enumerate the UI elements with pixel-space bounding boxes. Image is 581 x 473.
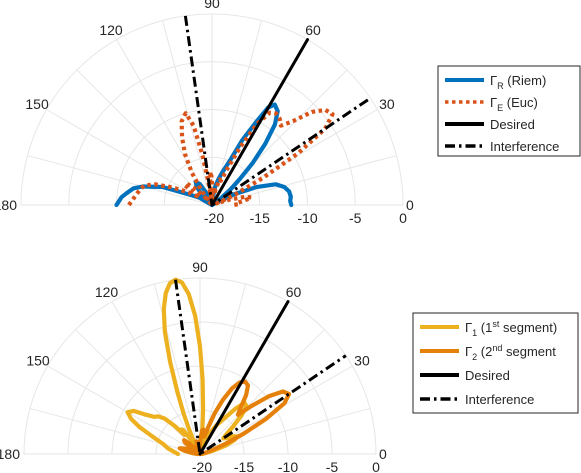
r-tick-label: -5 bbox=[349, 210, 362, 226]
grid-spoke bbox=[75, 329, 201, 455]
series-interference bbox=[174, 279, 347, 456]
legend-rest: Desired bbox=[490, 117, 535, 132]
legend-rest: Interference bbox=[490, 139, 559, 154]
series-desired bbox=[210, 38, 309, 207]
legend-base: Γ bbox=[465, 344, 472, 359]
legend-rest: Desired bbox=[465, 368, 510, 383]
grid-spoke bbox=[116, 39, 213, 206]
legend-entry: Γ2 (2nd segment bbox=[465, 343, 556, 362]
legend: Γ1 (1st segment)Γ2 (2nd segmentDesiredIn… bbox=[412, 312, 579, 414]
r-tick-label: 0 bbox=[372, 459, 380, 473]
legend-base: Γ bbox=[465, 320, 472, 335]
grid-spoke bbox=[199, 407, 371, 455]
r-tick-label: -20 bbox=[192, 459, 212, 473]
legend-pre: (2 bbox=[477, 344, 492, 359]
series-riem bbox=[114, 102, 294, 208]
legend-rest: (Riem) bbox=[504, 73, 547, 88]
series-seg2 bbox=[177, 379, 292, 457]
legend-sub: R bbox=[497, 81, 504, 91]
theta-tick-label: 30 bbox=[379, 96, 395, 112]
r-tick-label: -5 bbox=[326, 459, 339, 473]
theta-tick-label: 90 bbox=[204, 0, 220, 11]
grid-spoke bbox=[111, 301, 201, 455]
polar-plot-2: 0 30 60 90 120 150 180 -20 -15 -10 -5 0 Γ1 (1st segm… bbox=[0, 259, 579, 473]
theta-tick-label: 120 bbox=[99, 22, 123, 38]
theta-tick-label: 150 bbox=[25, 96, 49, 112]
series-desired bbox=[198, 300, 290, 456]
legend-sup: nd bbox=[492, 343, 502, 353]
legend-rest: (Euc) bbox=[503, 95, 538, 110]
theta-tick-label: 90 bbox=[192, 259, 208, 275]
legend-entry: Desired bbox=[465, 368, 510, 383]
grid-spoke bbox=[29, 407, 201, 455]
theta-tick-label: 60 bbox=[286, 284, 302, 300]
legend-rest: segment) bbox=[499, 320, 557, 335]
theta-tick-label: 60 bbox=[305, 22, 321, 38]
legend-sub: E bbox=[497, 103, 503, 113]
r-tick-label: -15 bbox=[234, 459, 254, 473]
series-interference bbox=[183, 15, 372, 207]
legend-base: Γ bbox=[490, 95, 497, 110]
r-tick-label: -10 bbox=[297, 210, 317, 226]
polar-plot-1: 0 30 60 90 120 150 180 -20 -15 -10 -5 0 ΓR (Riem) ΓE … bbox=[0, 0, 581, 226]
theta-tick-label: 0 bbox=[406, 197, 414, 213]
theta-tick-label: 180 bbox=[0, 446, 20, 462]
r-tick-label: -10 bbox=[278, 459, 298, 473]
grid-spoke bbox=[76, 69, 213, 206]
legend-rest: Interference bbox=[465, 392, 534, 407]
legend-entry: Desired bbox=[490, 117, 535, 132]
legend-entry: Interference bbox=[465, 392, 534, 407]
series-seg1 bbox=[125, 277, 249, 457]
r-tick-label: -20 bbox=[204, 210, 224, 226]
grid-spoke bbox=[47, 365, 201, 455]
legend-entry: ΓR (Riem) bbox=[490, 73, 546, 91]
theta-tick-label: 180 bbox=[0, 197, 17, 213]
legend-sup: st bbox=[492, 319, 500, 329]
grid-spoke bbox=[199, 329, 325, 455]
theta-tick-label: 30 bbox=[354, 353, 370, 369]
legend-entry: Interference bbox=[490, 139, 559, 154]
legend-base: Γ bbox=[490, 73, 497, 88]
theta-tick-label: 0 bbox=[379, 446, 387, 462]
legend-pre: (1 bbox=[477, 320, 492, 335]
grid-spoke bbox=[162, 20, 213, 206]
legend-entry: ΓE (Euc) bbox=[490, 95, 538, 113]
r-tick-label: 0 bbox=[399, 210, 407, 226]
legend-rest: segment bbox=[502, 344, 556, 359]
r-tick-label: -15 bbox=[250, 210, 270, 226]
legend-sub: 2 bbox=[472, 352, 477, 362]
theta-tick-label: 150 bbox=[26, 353, 50, 369]
series-euc bbox=[127, 107, 335, 208]
theta-tick-label: 120 bbox=[95, 284, 119, 300]
legend-sub: 1 bbox=[472, 328, 477, 338]
legend-entry: Γ1 (1st segment) bbox=[465, 319, 557, 338]
legend-box bbox=[412, 312, 579, 414]
grid-spoke bbox=[27, 155, 213, 206]
